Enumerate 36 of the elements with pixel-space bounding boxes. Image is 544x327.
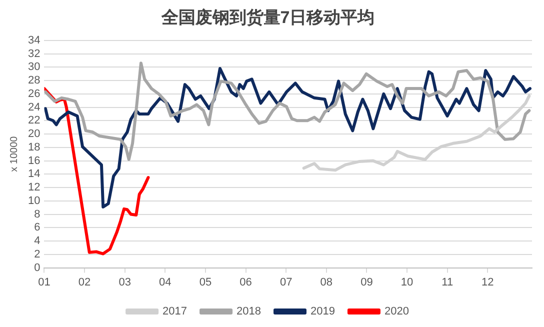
y-tick-label: 28 [28, 74, 40, 87]
y-tick-label: 4 [34, 235, 40, 248]
y-tick-label: 2 [34, 248, 40, 260]
y-tick-label: 20 [28, 128, 40, 140]
y-tick-label: 12 [28, 182, 40, 194]
y-tick-label: 18 [28, 141, 40, 154]
y-tick-label: 32 [28, 48, 40, 60]
x-tick-label: 04 [159, 276, 172, 288]
y-axis-title: x 10000 [8, 136, 20, 172]
y-tick-label: 22 [28, 114, 40, 127]
x-tick-label: 07 [280, 276, 292, 288]
x-tick-label: 12 [482, 276, 494, 288]
legend-label: 2018 [236, 306, 262, 318]
y-tick-label: 8 [34, 208, 40, 220]
x-tick-label: 01 [38, 276, 50, 288]
legend-label: 2020 [384, 306, 409, 318]
x-tick-label: 02 [78, 276, 91, 288]
y-tick-label: 30 [28, 61, 40, 74]
x-tick-label: 10 [400, 276, 414, 288]
x-tick-label: 11 [442, 276, 454, 288]
x-tick-label: 09 [360, 276, 373, 288]
y-tick-label: 14 [28, 168, 40, 180]
y-tick-label: 16 [28, 154, 40, 167]
y-tick-label: 0 [34, 262, 40, 274]
y-tick-label: 24 [28, 101, 40, 114]
y-tick-label: 10 [28, 194, 40, 207]
y-tick-label: 6 [34, 222, 40, 234]
y-tick-label: 34 [28, 34, 40, 46]
chart-title: 全国废钢到货量7日移动平均 [160, 8, 375, 27]
legend-label: 2017 [162, 306, 188, 318]
y-tick-label: 26 [28, 88, 40, 100]
x-tick-label: 03 [118, 276, 131, 288]
x-tick-label: 06 [240, 276, 252, 288]
legend-label: 2019 [310, 306, 335, 318]
x-tick-label: 08 [320, 276, 333, 288]
x-tick-label: 05 [199, 276, 212, 288]
